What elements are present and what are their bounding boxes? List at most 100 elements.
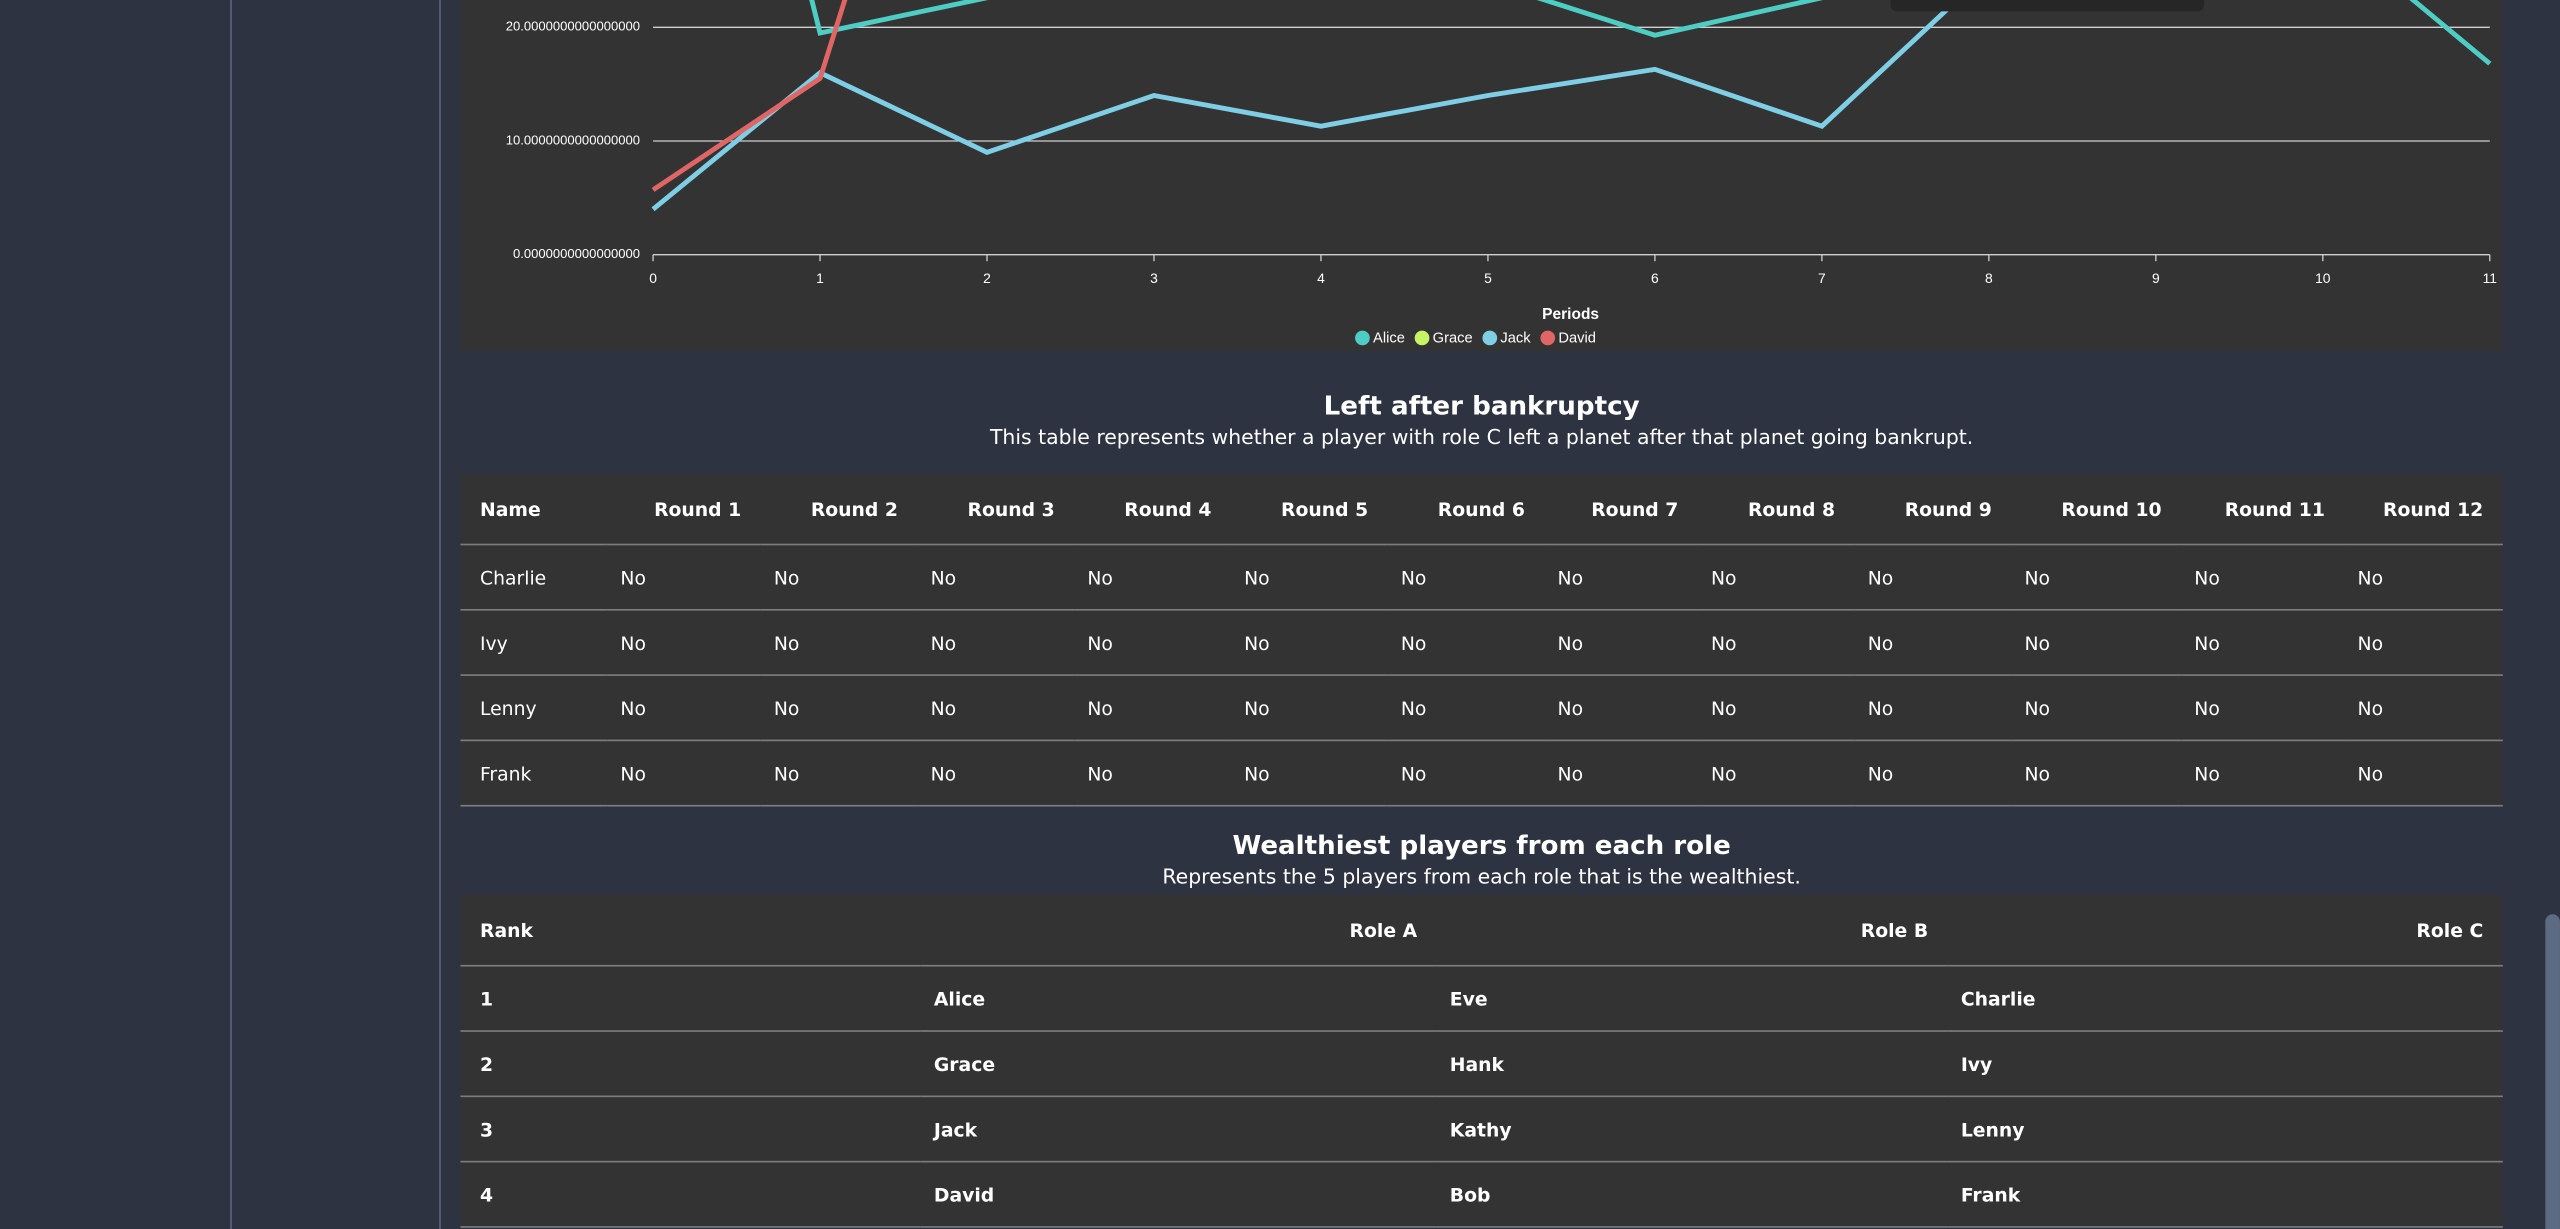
table-cell: No xyxy=(917,609,1075,676)
table-cell: No xyxy=(1387,609,1545,676)
column-header: Round 9 xyxy=(1854,473,2012,546)
table-cell: Frank xyxy=(1947,1161,2503,1228)
table-cell: No xyxy=(1854,609,2012,676)
column-header: Round 2 xyxy=(760,473,918,546)
x-axis-label: Periods xyxy=(1542,306,1599,323)
table-cell: Ivy xyxy=(460,609,608,676)
column-header: Round 5 xyxy=(1231,473,1388,546)
table-cell: Lenny xyxy=(1947,1096,2503,1163)
table-cell: No xyxy=(917,740,1075,807)
x-tick-label: 0 xyxy=(649,270,657,286)
legend-swatch xyxy=(1540,330,1556,346)
table-cell: 1 xyxy=(460,965,921,1032)
legend-swatch xyxy=(1355,330,1370,346)
table-title: Wealthiest players from each role xyxy=(1232,829,1731,861)
table-cell: No xyxy=(760,609,918,676)
table-subtitle: This table represents whether a player w… xyxy=(989,424,1974,449)
scrollbar-thumb[interactable] xyxy=(2545,914,2560,1229)
table-heading: Left after bankruptcy This table represe… xyxy=(460,390,2502,452)
x-tick-label: 4 xyxy=(1317,270,1325,286)
table-cell: No xyxy=(1544,609,1698,676)
column-header: Round 12 xyxy=(2344,473,2503,546)
header-row: Rank Role A Role B Role C xyxy=(460,894,2503,967)
x-tick-label: 6 xyxy=(1651,270,1659,286)
table-cell: No xyxy=(1854,675,2012,742)
column-header: Round 10 xyxy=(2011,473,2182,546)
y-tick-label: 20.0000000000000000 xyxy=(506,19,640,34)
column-header: Role A xyxy=(920,894,1437,967)
legend-label: David xyxy=(1558,331,1596,347)
table-cell: 4 xyxy=(460,1161,921,1228)
x-tick-label: 9 xyxy=(2152,270,2160,286)
table-cell: No xyxy=(2011,544,2182,611)
table-cell: No xyxy=(1231,675,1388,742)
table-cell: No xyxy=(2011,609,2182,676)
table-cell: Lenny xyxy=(460,675,608,742)
chart: Periods 0.0000000000000000 10.00000000000… xyxy=(460,0,2503,352)
table-cell: No xyxy=(917,544,1075,611)
column-header: Round 1 xyxy=(607,473,761,546)
table-cell: No xyxy=(760,675,918,742)
table-cell: 2 xyxy=(460,1031,921,1098)
table-cell: No xyxy=(2344,675,2503,742)
table-cell: No xyxy=(2344,740,2503,807)
column-header: Round 11 xyxy=(2181,473,2345,546)
column-header: Name xyxy=(460,473,608,546)
table-cell: No xyxy=(607,544,761,611)
table-cell: No xyxy=(1074,675,1232,742)
table-cell: Kathy xyxy=(1436,1096,1948,1163)
legend-swatch xyxy=(1414,330,1430,346)
table-cell: No xyxy=(2181,675,2345,742)
sidebar-border xyxy=(230,0,232,1229)
table-cell: Alice xyxy=(920,965,1437,1032)
column-header: Role B xyxy=(1436,894,1948,967)
table-cell: No xyxy=(2344,609,2503,676)
table-cell: No xyxy=(1231,544,1388,611)
x-tick-label: 11 xyxy=(2483,270,2498,286)
legend-label: Alice xyxy=(1373,331,1405,347)
table-row: 3 Jack Kathy Lenny xyxy=(460,1096,2503,1163)
column-header: Round 8 xyxy=(1697,473,1855,546)
table-cell: 3 xyxy=(460,1096,921,1163)
column-header: Role C xyxy=(1947,894,2503,967)
column-header: Round 6 xyxy=(1387,473,1545,546)
table-cell: No xyxy=(2344,544,2503,611)
table-cell: Grace xyxy=(920,1031,1437,1098)
table-cell: No xyxy=(1074,609,1232,676)
table-cell: Ivy xyxy=(1947,1031,2503,1098)
table-cell: No xyxy=(1387,740,1545,807)
table-cell: No xyxy=(1231,609,1388,676)
table-cell: No xyxy=(1387,544,1545,611)
table-row: 1 Alice Eve Charlie xyxy=(460,965,2503,1032)
table-cell: Bob xyxy=(1436,1161,1948,1228)
table-cell: No xyxy=(1231,740,1388,807)
table-row: 2 Grace Hank Ivy xyxy=(460,1031,2503,1098)
table-title: Left after bankruptcy xyxy=(1323,390,1640,422)
y-tick-label: 0.0000000000000000 xyxy=(513,246,640,261)
table-cell: No xyxy=(1697,544,1855,611)
table-cell: No xyxy=(2181,740,2345,807)
x-tick-label: 2 xyxy=(983,270,991,286)
table-cell: No xyxy=(1544,675,1698,742)
x-tick-label: 7 xyxy=(1818,270,1826,286)
table-cell: No xyxy=(607,740,761,807)
table-cell: No xyxy=(607,675,761,742)
table-cell: David xyxy=(920,1161,1437,1228)
x-tick-label: 10 xyxy=(2315,270,2331,286)
table-row: Lenny No No No No No No No No No No No No xyxy=(460,675,2503,742)
table-cell: No xyxy=(1697,609,1855,676)
x-tick-label: 5 xyxy=(1484,270,1492,286)
table-cell: No xyxy=(1074,544,1232,611)
column-header: Rank xyxy=(460,894,921,967)
table-row: Charlie No No No No No No No No No No No No xyxy=(460,544,2503,611)
table-cell: Jack xyxy=(920,1096,1437,1163)
column-header: Round 7 xyxy=(1544,473,1698,546)
table-cell: No xyxy=(2011,740,2182,807)
table-cell: No xyxy=(1387,675,1545,742)
tooltip xyxy=(1890,0,2205,12)
table-row: Ivy No No No No No No No No No No No No xyxy=(460,609,2503,676)
